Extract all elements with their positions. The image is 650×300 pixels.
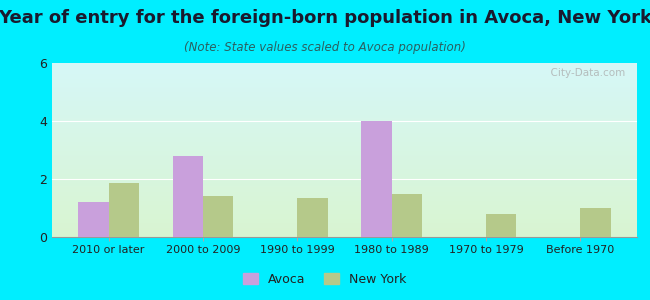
Bar (486, 214, 516, 237)
Bar (392, 194, 422, 237)
Text: (Note: State values scaled to Avoca population): (Note: State values scaled to Avoca popu… (184, 40, 466, 53)
Text: Year of entry for the foreign-born population in Avoca, New York: Year of entry for the foreign-born popul… (0, 9, 650, 27)
Bar (173, 156, 203, 237)
Bar (297, 198, 328, 237)
Bar (361, 121, 392, 237)
Legend: Avoca, New York: Avoca, New York (238, 268, 412, 291)
Text: City-Data.com: City-Data.com (544, 68, 625, 78)
Bar (109, 183, 139, 237)
Bar (203, 196, 233, 237)
Bar (79, 202, 109, 237)
Bar (580, 208, 610, 237)
